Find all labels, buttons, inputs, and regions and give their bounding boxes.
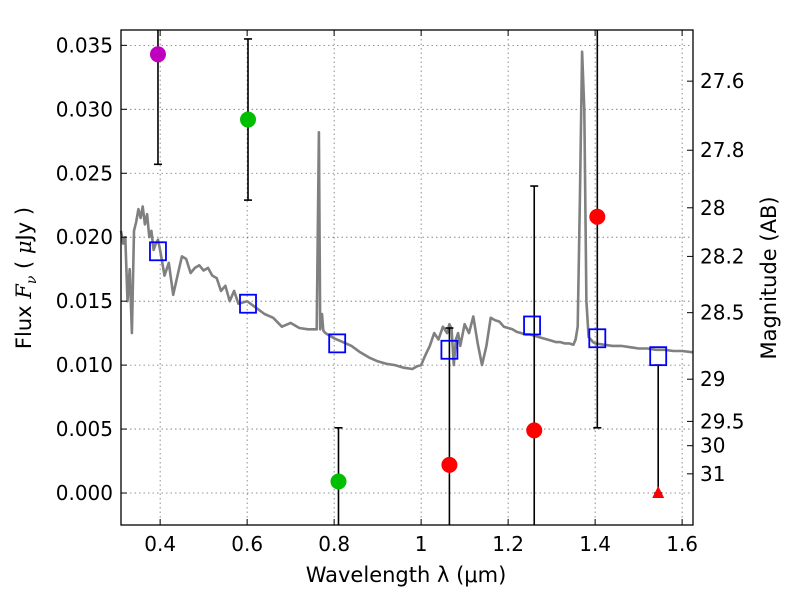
x-tick-label: 1.2 [492, 532, 524, 556]
observed-point [441, 456, 458, 473]
y-right-tick-label: 29.5 [700, 409, 745, 433]
y-tick-label: 0.025 [56, 161, 113, 185]
y-tick-label: 0.000 [56, 481, 113, 505]
observed-point [330, 473, 347, 490]
x-tick-label: 1 [415, 532, 428, 556]
y-right-tick-label: 27.8 [700, 138, 745, 162]
y-right-tick-label: 30 [700, 434, 725, 458]
y-tick-label: 0.020 [56, 225, 113, 249]
observed-point [526, 422, 543, 439]
y-right-tick-label: 31 [700, 462, 725, 486]
plot-frame [120, 29, 694, 526]
model-photometry-square [328, 333, 347, 354]
model-photometry-square [149, 241, 167, 262]
y-right-tick-label: 29 [700, 367, 725, 391]
y-tick-label: 0.015 [56, 289, 113, 313]
y-tick-label: 0.030 [56, 97, 113, 121]
model-sed-layer [119, 50, 694, 371]
ticks-layer: 0.4 0.6 0.8 1 1.2 1.4 1.6 0.000 0.005 0.010 0.015 0… [56, 30, 745, 556]
x-tick-label: 0.4 [144, 532, 176, 556]
y-tick-label: 0.005 [56, 417, 113, 441]
x-tick-label: 1.4 [579, 532, 611, 556]
points-layer [149, 46, 668, 499]
model-photometry-square [523, 315, 541, 336]
y-right-tick-label: 28.5 [700, 301, 745, 325]
y-axis-right-label: Magnitude (AB) [757, 196, 781, 359]
model-photometry-square [649, 346, 668, 367]
y-tick-label: 0.010 [56, 353, 113, 377]
observed-point [589, 208, 606, 225]
model-photometry-square [440, 339, 459, 360]
y-tick-label: 0.035 [56, 33, 113, 57]
x-tick-label: 0.8 [318, 532, 350, 556]
grid [121, 30, 693, 525]
model-sed-line [119, 50, 694, 371]
x-tick-label: 1.6 [666, 532, 698, 556]
observed-point [240, 111, 257, 128]
y-right-tick-label: 27.6 [700, 69, 745, 93]
y-axis-label: Flux Fν ( μJy ) [12, 207, 40, 349]
y-right-tick-label: 28.2 [700, 244, 745, 268]
model-photometry-square [239, 293, 257, 314]
x-tick-label: 0.6 [231, 532, 263, 556]
y-right-tick-label: 28 [700, 196, 725, 220]
model-photometry-square [588, 328, 607, 349]
x-axis-label: Wavelength λ (μm) [306, 563, 507, 587]
observed-point [149, 46, 166, 63]
upper-limit-marker [652, 486, 665, 499]
